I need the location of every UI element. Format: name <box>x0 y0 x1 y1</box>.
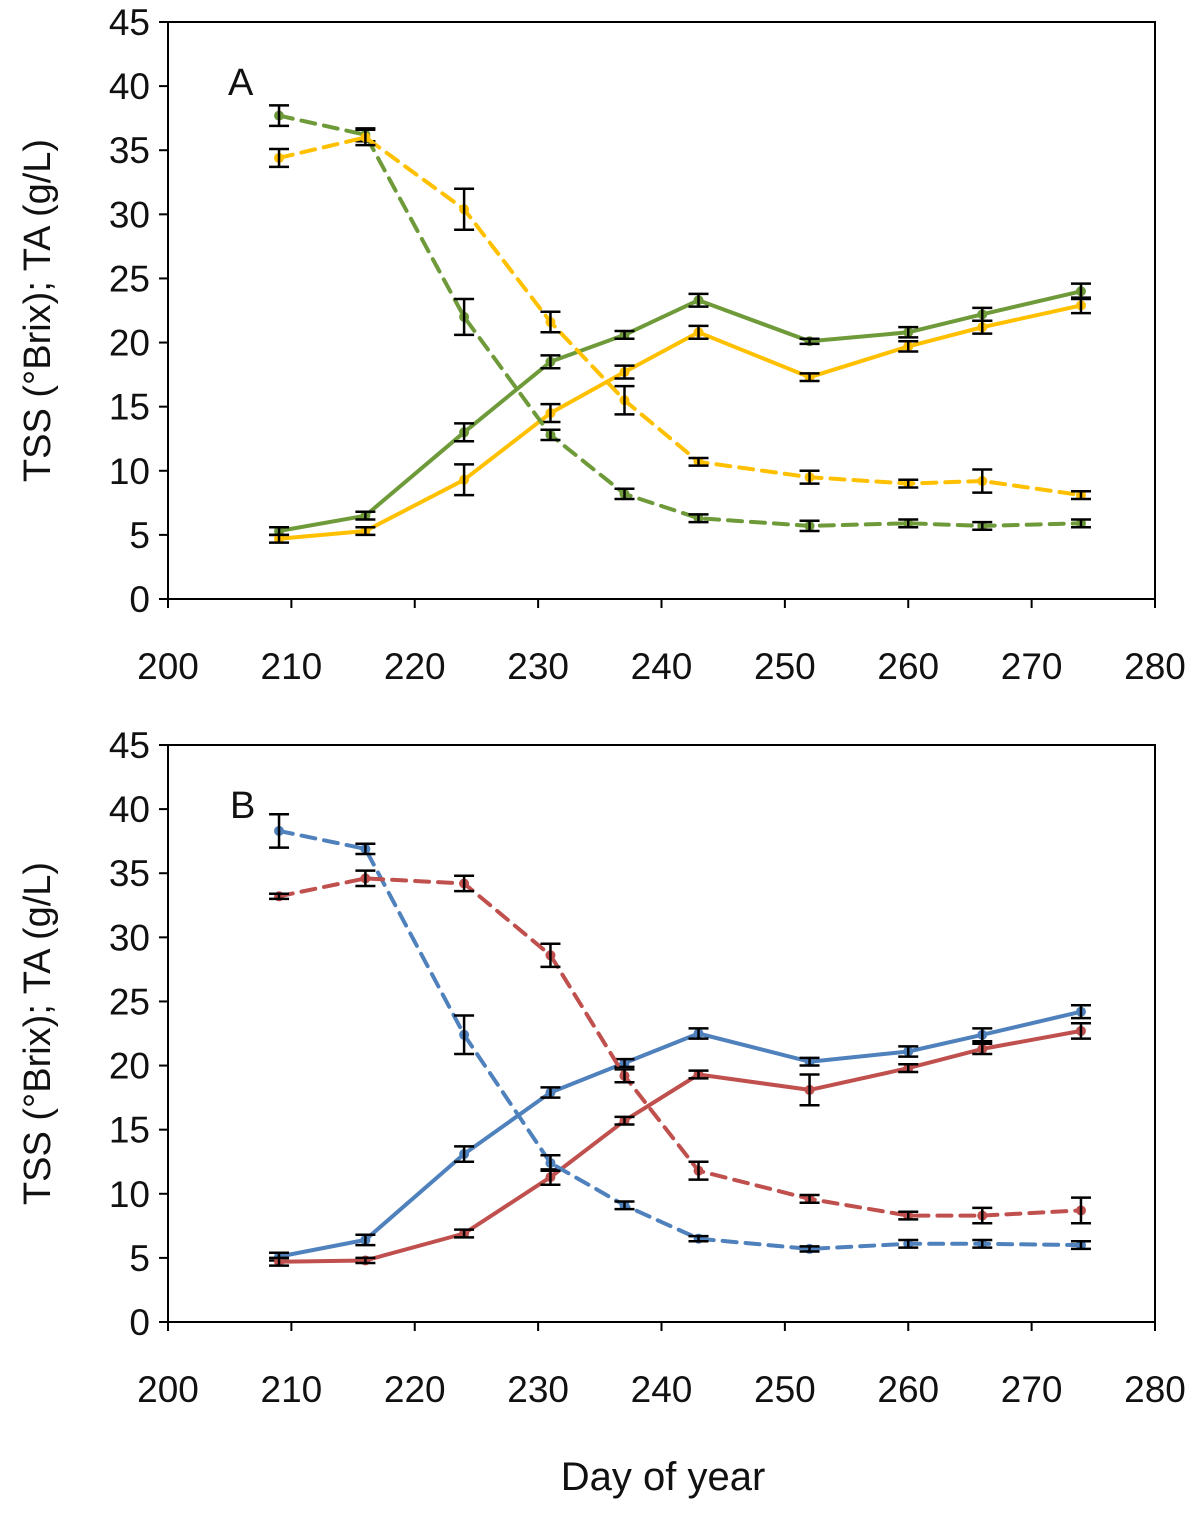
series-solid <box>269 296 1091 544</box>
y-tick-label: 35 <box>109 853 150 894</box>
series-dashed <box>269 812 1091 1254</box>
y-tick-label: 0 <box>129 579 150 620</box>
series-dashed <box>269 869 1091 1225</box>
series-dashed <box>269 128 1091 501</box>
series-solid <box>269 1004 1091 1262</box>
x-tick-label: 270 <box>1001 646 1063 687</box>
y-axis-label: TSS (°Brix); TA (g/L) <box>17 862 59 1205</box>
series-line <box>277 135 1083 498</box>
y-tick-label: 10 <box>109 1174 150 1215</box>
y-tick-label: 45 <box>109 2 150 43</box>
series-line <box>277 828 1083 1251</box>
x-tick-label: 280 <box>1124 646 1186 687</box>
x-tick-label: 210 <box>261 1369 323 1410</box>
y-tick-label: 25 <box>109 981 150 1022</box>
x-tick-label: 240 <box>631 1369 693 1410</box>
x-tick-label: 200 <box>137 646 199 687</box>
series-line <box>277 289 1083 533</box>
x-tick-label: 280 <box>1124 1369 1186 1410</box>
y-tick-label: 25 <box>109 258 150 299</box>
x-tick-label: 260 <box>877 646 939 687</box>
series-solid <box>269 1021 1091 1267</box>
y-tick-label: 30 <box>109 917 150 958</box>
x-tick-label: 240 <box>631 646 693 687</box>
panel-a: 0 5 10 15 20 25 30 35 40 45 200 210 220 230 240 250 260 2… <box>17 2 1186 687</box>
x-tick-label: 200 <box>137 1369 199 1410</box>
x-tick-label: 230 <box>507 646 569 687</box>
x-tick-label: 270 <box>1001 1369 1063 1410</box>
y-tick-label: 15 <box>109 1110 150 1151</box>
x-tick-label: 210 <box>261 646 323 687</box>
y-tick-label: 0 <box>129 1302 150 1343</box>
y-tick-label: 10 <box>109 451 150 492</box>
panel-label: A <box>228 62 254 104</box>
y-tick-label: 40 <box>109 789 150 830</box>
y-tick-label: 20 <box>109 323 150 364</box>
y-tick-label: 15 <box>109 387 150 428</box>
y-axis-label: TSS (°Brix); TA (g/L) <box>17 139 59 482</box>
x-tick-label: 220 <box>384 1369 446 1410</box>
x-axis-label: Day of year <box>561 1455 766 1499</box>
series-line <box>277 1009 1083 1259</box>
y-tick-label: 5 <box>129 1238 150 1279</box>
series-dashed <box>269 104 1091 533</box>
series-line <box>277 303 1083 541</box>
panel-b: 0 5 10 15 20 25 30 35 40 45 200 210 220 230 240 250 260 2… <box>17 725 1186 1410</box>
x-tick-label: 220 <box>384 646 446 687</box>
y-tick-label: 35 <box>109 130 150 171</box>
x-tick-label: 260 <box>877 1369 939 1410</box>
x-tick-label: 230 <box>507 1369 569 1410</box>
series-line <box>277 1028 1083 1264</box>
y-tick-label: 20 <box>109 1046 150 1087</box>
y-tick-label: 5 <box>129 515 150 556</box>
panel-label: B <box>230 785 255 827</box>
series-line <box>277 113 1083 528</box>
x-tick-label: 250 <box>754 646 816 687</box>
y-tick-label: 30 <box>109 194 150 235</box>
series-line <box>277 876 1083 1218</box>
y-tick-label: 40 <box>109 66 150 107</box>
y-tick-label: 45 <box>109 725 150 766</box>
x-tick-label: 250 <box>754 1369 816 1410</box>
